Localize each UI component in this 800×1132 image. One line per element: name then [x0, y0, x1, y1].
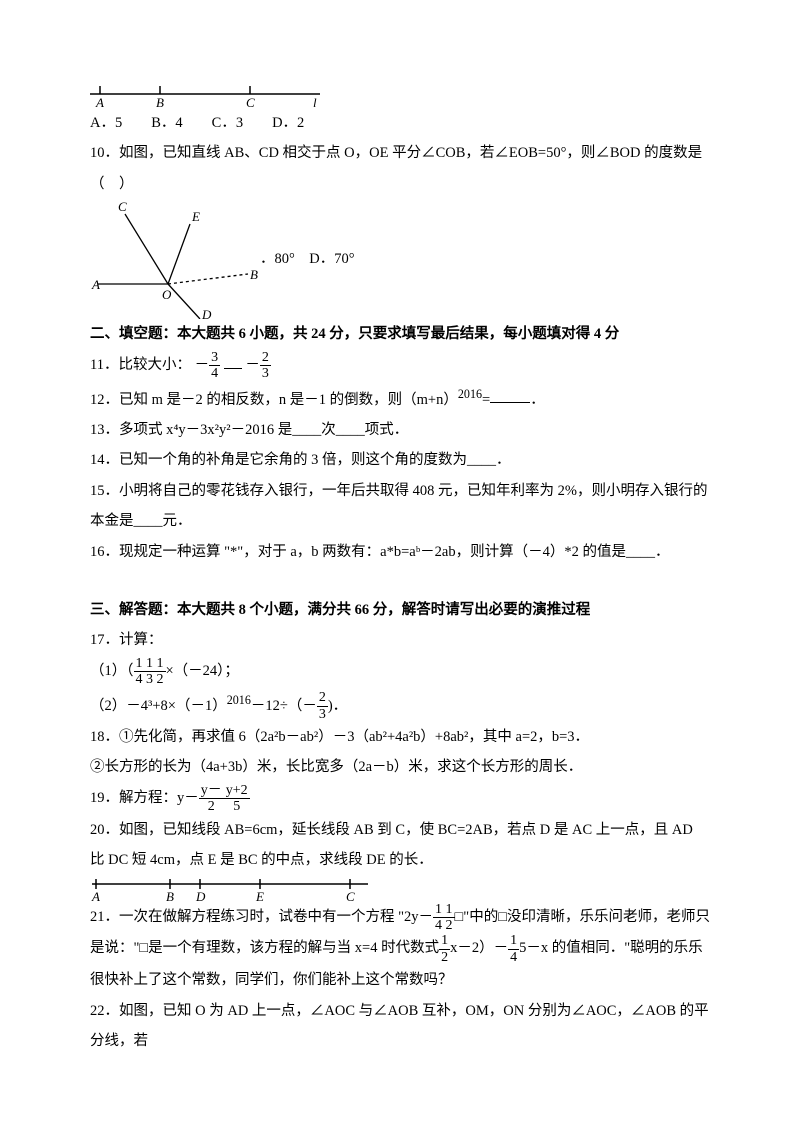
q17-2a: （2）－4³+8×（－1）	[90, 697, 227, 713]
q20-diagram: ABDEC	[90, 876, 710, 902]
svg-text:O: O	[162, 287, 172, 302]
svg-text:C: C	[118, 199, 127, 214]
q17-2-sup: 2016	[227, 693, 251, 707]
section2-title: 二、填空题：本大题共 6 小题，共 24 分，只要求填写最后结果，每小题填对得 …	[90, 319, 710, 349]
q12-tail: =	[482, 391, 490, 407]
q21a: 21．一次在做解方程练习时，试卷中有一个方程 "2y－	[90, 909, 433, 925]
q11-prefix: 11．比较大小：	[90, 357, 191, 373]
q19: 19．解方程：y－y－2y+25	[90, 783, 710, 815]
q18b: ②长方形的长为（4a+3b）米，长比宽多（2a－b）米，求这个长方形的周长．	[90, 752, 710, 782]
q11-frac2: －23	[245, 357, 271, 373]
q19-f2: y+25	[224, 790, 250, 806]
q12: 12．已知 m 是－2 的相反数，n 是－1 的倒数，则（m+n）2016=．	[90, 382, 710, 415]
q17: 17．计算：	[90, 625, 710, 655]
q10-stem: 10．如图，已知直线 AB、CD 相交于点 O，OE 平分∠COB，若∠EOB=…	[90, 138, 710, 199]
svg-text:B: B	[156, 95, 164, 108]
q11-blank	[224, 353, 242, 369]
q21-f1: 1 14 2	[433, 909, 455, 925]
q17-1: （1）（1 1 14 3 2×（－24）；	[90, 656, 710, 688]
q17-2: （2）－4³+8×（－1）2016－12÷（－23)．	[90, 688, 710, 722]
q12-sup: 2016	[458, 387, 482, 401]
svg-text:l: l	[313, 95, 317, 108]
q15: 15．小明将自己的零花钱存入银行，一年后共取得 408 元，已知年利率为 2%，…	[90, 476, 710, 537]
q10-right-text: ．80° D．70°	[260, 244, 355, 274]
q21: 21．一次在做解方程练习时，试卷中有一个方程 "2y－1 14 2□"中的□没印…	[90, 902, 710, 996]
q21-f3: 14	[508, 941, 519, 957]
q17-1b: ×（－24）；	[166, 663, 239, 679]
q11: 11．比较大小： －34 －23	[90, 350, 710, 382]
q10-row: A B C E D O ．80° D．70°	[90, 199, 710, 319]
svg-text:A: A	[95, 95, 104, 108]
q14: 14．已知一个角的补角是它余角的 3 倍，则这个角的度数为____．	[90, 445, 710, 475]
q21c: x－2）－	[450, 941, 508, 957]
svg-text:B: B	[250, 267, 258, 282]
svg-text:D: D	[195, 889, 206, 902]
q11-frac1: －34	[195, 357, 221, 373]
q17-2-frac: 23	[317, 697, 328, 713]
q13: 13．多项式 x⁴y－3x²y²－2016 是____次____项式．	[90, 415, 710, 445]
q12-blank	[490, 388, 530, 404]
q20: 20．如图，已知线段 AB=6cm，延长线段 AB 到 C，使 BC=2AB，若…	[90, 815, 710, 876]
q17-1-frac: 1 1 14 3 2	[134, 663, 166, 679]
q17-2c: ．	[333, 697, 348, 713]
svg-text:E: E	[255, 889, 264, 902]
section3-title: 三、解答题：本大题共 8 个小题，满分共 66 分，解答时请写出必要的演推过程	[90, 595, 710, 625]
q17-2b: －12÷（－	[251, 697, 317, 713]
q16: 16．现规定一种运算 "*"，对于 a，b 两数有：a*b=aᵇ－2ab，则计算…	[90, 537, 710, 567]
svg-text:A: A	[91, 277, 100, 292]
svg-text:D: D	[201, 307, 212, 319]
svg-text:E: E	[191, 209, 200, 224]
q9-diagram: A B Cl	[90, 80, 710, 108]
q10-diagram: A B C E D O	[90, 199, 260, 319]
svg-text:A: A	[91, 889, 100, 902]
q9-choices: A．5 B．4 C．3 D．2	[90, 108, 710, 138]
svg-text:B: B	[166, 889, 174, 902]
q22: 22．如图，已知 O 为 AD 上一点，∠AOC 与∠AOB 互补，OM，ON …	[90, 996, 710, 1057]
q12-text: 12．已知 m 是－2 的相反数，n 是－1 的倒数，则（m+n）	[90, 391, 458, 407]
svg-text:C: C	[346, 889, 355, 902]
svg-text:C: C	[246, 95, 255, 108]
q21-f2: 12	[439, 941, 450, 957]
q17-1a: （1）（	[90, 663, 134, 679]
q18: 18．①先化简，再求值 6（2a²b－ab²）－3（ab²+4a²b）+8ab²…	[90, 722, 710, 752]
q19-f1: y－2	[199, 790, 224, 806]
q19a: 19．解方程：y－	[90, 790, 199, 806]
